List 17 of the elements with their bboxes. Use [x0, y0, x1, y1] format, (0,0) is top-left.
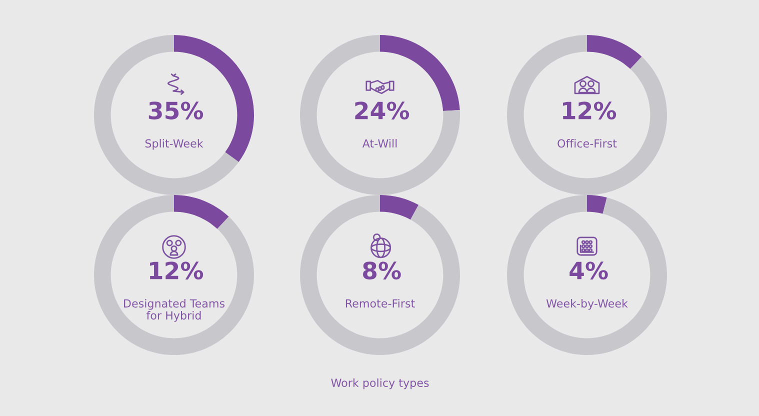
data-label: 4%	[570, 262, 608, 280]
text: At-Will	[362, 139, 397, 148]
text: Week-by-Week	[546, 299, 628, 310]
text: Remote-First	[346, 299, 415, 308]
donut-slice	[174, 195, 229, 229]
data-label: 24%	[355, 102, 410, 120]
data-label: 35%	[148, 102, 204, 120]
data-label: 8%	[363, 262, 401, 280]
text: Split-Week	[145, 139, 204, 150]
text: Designated Teams for Hybrid	[124, 299, 225, 322]
donut-slice	[587, 35, 642, 69]
donut-slice	[380, 195, 419, 220]
data-label: 12%	[563, 102, 616, 120]
data-label: 12%	[150, 262, 204, 280]
text: Work policy types	[331, 378, 429, 390]
text: Office-First	[558, 139, 617, 148]
donut-slice	[587, 195, 607, 214]
